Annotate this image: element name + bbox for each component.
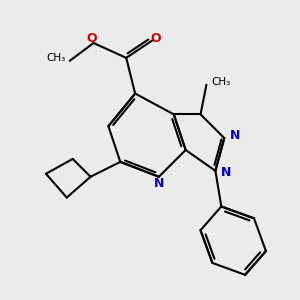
Text: N: N — [154, 177, 164, 190]
Text: N: N — [230, 129, 240, 142]
Text: CH₃: CH₃ — [47, 53, 66, 63]
Text: N: N — [221, 166, 231, 179]
Text: O: O — [151, 32, 161, 45]
Text: O: O — [87, 32, 98, 45]
Text: CH₃: CH₃ — [212, 76, 231, 87]
